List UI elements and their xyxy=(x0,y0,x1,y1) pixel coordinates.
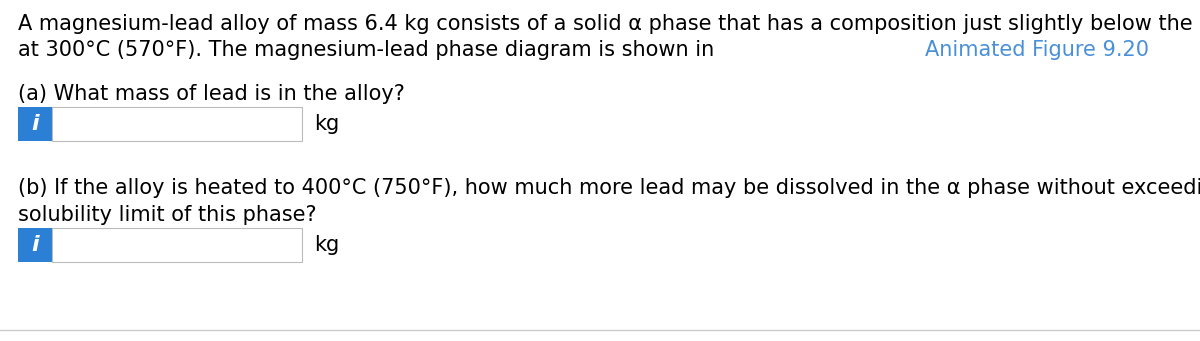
Text: Animated Figure 9.20: Animated Figure 9.20 xyxy=(925,40,1148,60)
Text: solubility limit of this phase?: solubility limit of this phase? xyxy=(18,205,317,225)
Text: at 300°C (570°F). The magnesium-lead phase diagram is shown in: at 300°C (570°F). The magnesium-lead pha… xyxy=(18,40,721,60)
FancyBboxPatch shape xyxy=(52,107,302,141)
Text: i: i xyxy=(31,114,38,134)
Text: A magnesium-lead alloy of mass 6.4 kg consists of a solid α phase that has a com: A magnesium-lead alloy of mass 6.4 kg co… xyxy=(18,14,1200,34)
Text: (a) What mass of lead is in the alloy?: (a) What mass of lead is in the alloy? xyxy=(18,84,404,104)
FancyBboxPatch shape xyxy=(18,107,52,141)
Text: (b) If the alloy is heated to 400°C (750°F), how much more lead may be dissolved: (b) If the alloy is heated to 400°C (750… xyxy=(18,178,1200,198)
FancyBboxPatch shape xyxy=(18,228,52,262)
Text: kg: kg xyxy=(314,235,340,255)
FancyBboxPatch shape xyxy=(52,228,302,262)
Text: i: i xyxy=(31,235,38,255)
Text: kg: kg xyxy=(314,114,340,134)
